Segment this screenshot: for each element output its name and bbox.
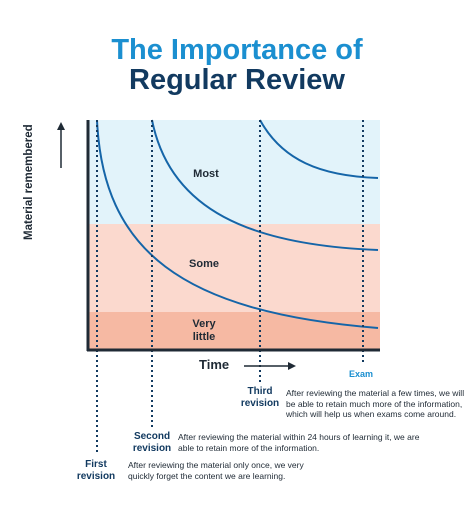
second-revision-description: After reviewing the material within 24 h… xyxy=(178,432,420,453)
zone-some xyxy=(88,224,380,312)
first-revision-line1: First xyxy=(85,459,107,470)
curve-first-revision xyxy=(96,119,379,329)
second-revision-line2: revision xyxy=(132,443,172,454)
first-revision-description: After reviewing the material only once, … xyxy=(128,460,304,481)
second-revision-line1: Second xyxy=(133,431,171,442)
curve-second-revision xyxy=(151,119,379,251)
zone-most-label: Most xyxy=(193,168,219,180)
title-line-2: Regular Review xyxy=(129,64,345,96)
curve-third-revision xyxy=(259,119,379,179)
first-revision-line2: revision xyxy=(76,471,116,482)
zone-very-little-label: Very little xyxy=(182,318,226,344)
x-arrow-icon xyxy=(288,362,296,370)
title-line-1: The Importance of xyxy=(111,34,363,66)
second-revision-label: Second revision xyxy=(130,431,174,455)
third-revision-description: After reviewing the material a few times… xyxy=(286,388,465,419)
x-axis-label: Time xyxy=(199,357,230,372)
third-revision-line1: Third xyxy=(247,386,273,397)
zone-little-label: little xyxy=(192,331,216,343)
y-axis-label: Material remembered xyxy=(23,124,35,240)
third-revision-line2: revision xyxy=(240,398,280,409)
zone-most xyxy=(88,120,380,224)
y-arrow-icon xyxy=(57,122,65,130)
third-revision-label: Third revision xyxy=(238,386,282,410)
zone-very-little xyxy=(88,312,380,350)
first-revision-label: First revision xyxy=(74,459,118,483)
zone-some-label: Some xyxy=(189,258,219,270)
exam-label: Exam xyxy=(349,369,374,379)
zone-very-label: Very xyxy=(192,318,216,330)
